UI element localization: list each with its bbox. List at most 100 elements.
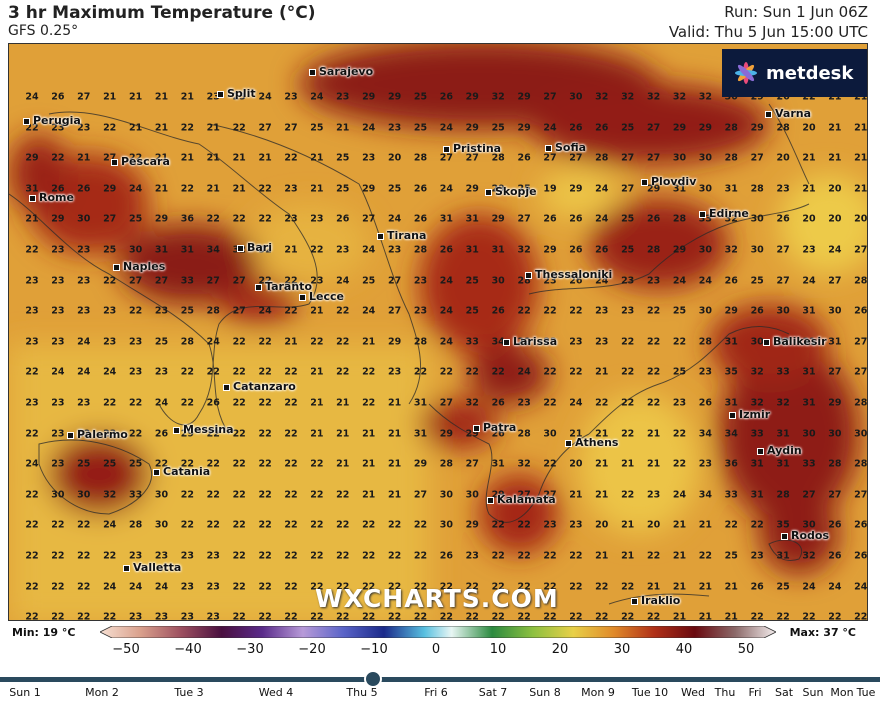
grid-value: 22 <box>517 519 531 531</box>
grid-value: 25 <box>750 275 764 287</box>
timeline-day-9[interactable]: Tue 10 <box>631 686 669 699</box>
city-thessaloniki: Thessaloniki <box>525 268 612 281</box>
grid-value: 21 <box>362 428 376 440</box>
grid-value: 21 <box>387 489 402 501</box>
grid-value: 25 <box>180 305 195 317</box>
timeline-day-6[interactable]: Sat 7 <box>478 686 508 699</box>
grid-value: 23 <box>569 519 583 531</box>
grid-value: 26 <box>750 581 764 593</box>
scale-tick-label: 50 <box>737 642 755 657</box>
grid-value: 22 <box>595 611 609 621</box>
timeline-day-16[interactable]: Tue <box>856 686 876 699</box>
grid-value: 32 <box>517 244 531 256</box>
grid-value: 29 <box>465 122 479 134</box>
grid-value: 23 <box>180 550 195 562</box>
grid-value: 22 <box>621 397 635 409</box>
grid-value: 22 <box>543 305 557 317</box>
grid-value: 24 <box>336 275 350 287</box>
grid-value: 34 <box>724 428 738 440</box>
grid-value: 22 <box>180 519 195 531</box>
grid-value: 30 <box>128 244 143 256</box>
timeline-day-1[interactable]: Mon 2 <box>85 686 119 699</box>
grid-value: 27 <box>387 275 402 287</box>
grid-value: 22 <box>854 611 868 621</box>
grid-value: 24 <box>154 397 169 409</box>
grid-value: 22 <box>672 336 687 348</box>
grid-value: 23 <box>206 581 220 593</box>
grid-value: 22 <box>232 550 246 562</box>
timeline-day-14[interactable]: Sun <box>802 686 824 699</box>
grid-value: 26 <box>828 550 842 562</box>
grid-value: 32 <box>491 91 505 103</box>
grid-value: 30 <box>77 489 91 501</box>
grid-value: 22 <box>180 183 195 195</box>
timeline-day-11[interactable]: Thu <box>714 686 736 699</box>
grid-value: 23 <box>51 428 65 440</box>
timeline-day-10[interactable]: Wed <box>681 686 705 699</box>
grid-value: 27 <box>206 275 220 287</box>
grid-value: 23 <box>284 183 298 195</box>
grid-value: 21 <box>25 213 39 225</box>
grid-value: 21 <box>724 581 738 593</box>
grid-value: 23 <box>51 397 65 409</box>
grid-value: 22 <box>258 458 272 470</box>
timeline-day-13[interactable]: Sat <box>774 686 794 699</box>
grid-value: 22 <box>336 611 350 621</box>
grid-value: 24 <box>25 91 39 103</box>
timeline-day-2[interactable]: Tue 3 <box>174 686 204 699</box>
grid-value: 29 <box>750 122 764 134</box>
grid-value: 26 <box>569 213 583 225</box>
grid-value: 27 <box>543 152 557 164</box>
timeline[interactable]: Sun 1 Mon 2 Tue 3 Wed 4 Thu 5 Fri 6 Sat 7 Sun 8… <box>0 670 880 704</box>
timeline-track[interactable] <box>0 677 880 682</box>
grid-value: 25 <box>465 305 479 317</box>
grid-value: 25 <box>128 213 143 225</box>
grid-value: 27 <box>621 183 635 195</box>
grid-value: 28 <box>439 458 454 470</box>
grid-value: 22 <box>25 244 39 256</box>
grid-value: 21 <box>154 183 169 195</box>
timeline-day-5[interactable]: Fri 6 <box>424 686 448 699</box>
grid-value: 22 <box>128 397 143 409</box>
grid-value: 22 <box>413 550 428 562</box>
grid-value: 31 <box>465 213 479 225</box>
grid-value: 22 <box>103 397 117 409</box>
grid-value: 24 <box>595 183 609 195</box>
timeline-day-15[interactable]: Mon <box>830 686 854 699</box>
grid-value: 21 <box>336 458 350 470</box>
timeline-day-3[interactable]: Wed 4 <box>258 686 294 699</box>
grid-value: 31 <box>413 397 428 409</box>
grid-value: 22 <box>103 122 117 134</box>
grid-value: 22 <box>336 489 350 501</box>
grid-value: 21 <box>128 91 143 103</box>
grid-value: 27 <box>232 305 246 317</box>
grid-value: 23 <box>465 550 479 562</box>
grid-value: 21 <box>646 428 661 440</box>
grid-value: 23 <box>51 275 65 287</box>
grid-value: 23 <box>154 366 169 378</box>
grid-value: 31 <box>491 458 505 470</box>
timeline-day-8[interactable]: Mon 9 <box>581 686 615 699</box>
grid-value: 27 <box>439 397 454 409</box>
grid-value: 22 <box>750 611 764 621</box>
timeline-handle[interactable] <box>364 670 382 688</box>
grid-value: 31 <box>180 244 195 256</box>
grid-value: 30 <box>828 305 842 317</box>
grid-value: 27 <box>828 366 842 378</box>
grid-value: 22 <box>51 519 65 531</box>
grid-value: 21 <box>387 458 402 470</box>
grid-value: 22 <box>621 366 635 378</box>
grid-value: 27 <box>854 244 868 256</box>
chart-title: 3 hr Maximum Temperature (°C) <box>8 3 316 23</box>
grid-value: 33 <box>724 489 738 501</box>
timeline-day-0[interactable]: Sun 1 <box>9 686 41 699</box>
timeline-day-7[interactable]: Sun 8 <box>529 686 561 699</box>
grid-value: 26 <box>206 397 220 409</box>
grid-value: 29 <box>362 91 376 103</box>
timeline-day-4[interactable]: Thu 5 <box>346 686 378 699</box>
grid-value: 24 <box>698 275 713 287</box>
grid-value: 21 <box>232 183 246 195</box>
grid-value: 22 <box>724 519 738 531</box>
grid-value: 27 <box>517 213 531 225</box>
timeline-day-12[interactable]: Fri <box>748 686 762 699</box>
